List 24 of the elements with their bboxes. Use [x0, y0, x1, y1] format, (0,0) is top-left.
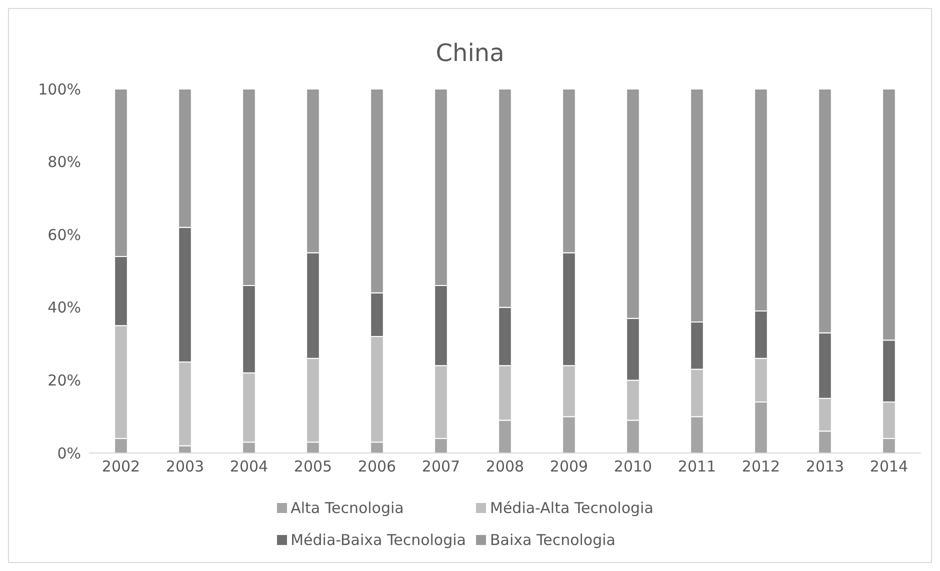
legend-label: Média-Baixa Tecnologia	[290, 531, 466, 549]
x-tick-label: 2004	[230, 458, 268, 476]
x-tick-label: 2003	[166, 458, 204, 476]
y-tick-label: 40%	[48, 298, 81, 317]
x-tick-label: 2008	[486, 458, 524, 476]
x-tick-label: 2006	[358, 458, 396, 476]
y-tick-label: 80%	[48, 153, 81, 172]
chart-title: China	[434, 39, 506, 69]
x-tick-label: 2014	[870, 458, 908, 476]
x-tick-label: 2009	[550, 458, 588, 476]
x-tick-label: 2005	[294, 458, 332, 476]
legend-label: Alta Tecnologia	[290, 499, 404, 517]
legend-label: Baixa Tecnologia	[490, 531, 616, 549]
y-tick-label: 60%	[48, 226, 81, 244]
y-tick-label: 100%	[38, 80, 81, 98]
y-tick-label: 20%	[48, 372, 81, 390]
x-tick-label: 2002	[102, 458, 140, 476]
x-tick-label: 2007	[422, 458, 460, 476]
x-tick-label: 2012	[742, 458, 780, 476]
x-tick-label: 2013	[806, 458, 844, 476]
x-tick-label: 2011	[678, 458, 716, 476]
y-tick-label: 0%	[57, 444, 81, 462]
legend-label: Média-Alta Tecnologia	[490, 499, 654, 517]
x-tick-label: 2010	[614, 458, 652, 476]
